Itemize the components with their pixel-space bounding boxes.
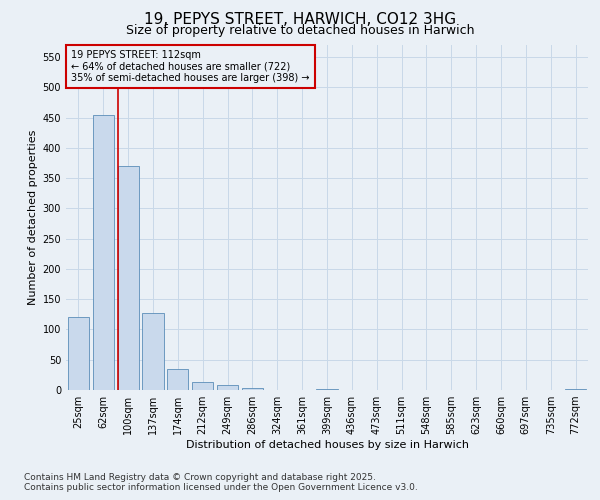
Bar	[118, 166, 139, 390]
Y-axis label: Number of detached properties: Number of detached properties	[28, 130, 38, 305]
Text: 19, PEPYS STREET, HARWICH, CO12 3HG: 19, PEPYS STREET, HARWICH, CO12 3HG	[144, 12, 456, 26]
Bar	[242, 388, 263, 390]
Bar	[167, 369, 188, 390]
X-axis label: Distribution of detached houses by size in Harwich: Distribution of detached houses by size …	[185, 440, 469, 450]
Text: 19 PEPYS STREET: 112sqm
← 64% of detached houses are smaller (722)
35% of semi-d: 19 PEPYS STREET: 112sqm ← 64% of detache…	[71, 50, 310, 84]
Bar	[217, 385, 238, 390]
Bar	[142, 313, 164, 390]
Bar	[192, 382, 213, 390]
Bar	[68, 318, 89, 390]
Text: Contains HM Land Registry data © Crown copyright and database right 2025.
Contai: Contains HM Land Registry data © Crown c…	[24, 473, 418, 492]
Bar	[93, 114, 114, 390]
Text: Size of property relative to detached houses in Harwich: Size of property relative to detached ho…	[126, 24, 474, 37]
